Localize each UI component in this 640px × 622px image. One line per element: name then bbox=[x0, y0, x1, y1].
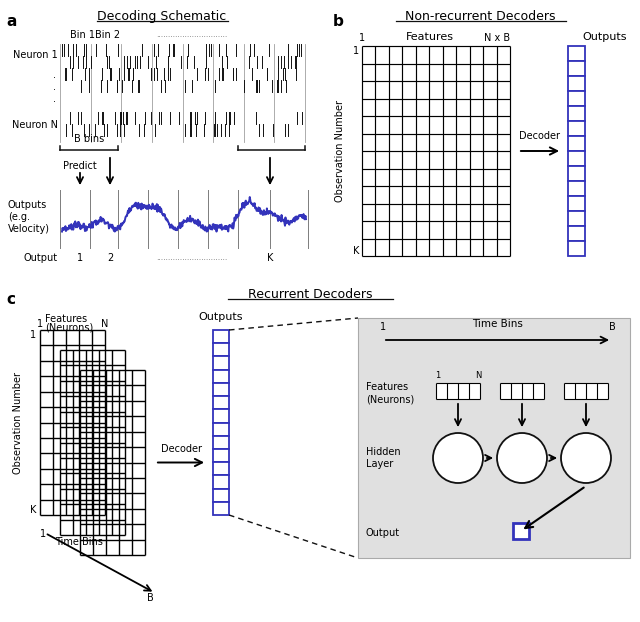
Text: Decoder: Decoder bbox=[520, 131, 561, 141]
Bar bbox=[80, 370, 145, 555]
Bar bbox=[568, 196, 585, 211]
Text: K: K bbox=[267, 253, 273, 263]
Text: 1: 1 bbox=[37, 319, 43, 329]
Bar bbox=[213, 383, 229, 396]
Circle shape bbox=[561, 433, 611, 483]
Text: (Neurons): (Neurons) bbox=[45, 323, 93, 333]
Text: 1: 1 bbox=[380, 322, 386, 332]
Text: Outputs
(e.g.
Velocity): Outputs (e.g. Velocity) bbox=[8, 200, 50, 234]
Text: ······························: ······························ bbox=[156, 33, 228, 42]
Bar bbox=[568, 136, 585, 151]
Text: Outputs: Outputs bbox=[199, 312, 243, 322]
Text: 1: 1 bbox=[353, 46, 359, 56]
Bar bbox=[564, 383, 608, 399]
Bar bbox=[568, 106, 585, 121]
Bar bbox=[568, 211, 585, 226]
Bar bbox=[40, 330, 105, 515]
Bar bbox=[213, 356, 229, 369]
Text: Features: Features bbox=[45, 314, 87, 324]
Bar bbox=[213, 330, 229, 343]
Text: Output: Output bbox=[24, 253, 58, 263]
Bar bbox=[213, 422, 229, 436]
Text: 2: 2 bbox=[107, 253, 113, 263]
Bar bbox=[568, 181, 585, 196]
Bar bbox=[213, 409, 229, 422]
Bar bbox=[513, 523, 529, 539]
Bar bbox=[213, 396, 229, 409]
Text: 1: 1 bbox=[30, 330, 36, 340]
Text: b: b bbox=[333, 14, 344, 29]
Bar bbox=[362, 46, 510, 256]
Bar bbox=[568, 121, 585, 136]
Text: B bins: B bins bbox=[74, 134, 104, 144]
Bar bbox=[568, 91, 585, 106]
Text: Bin 2: Bin 2 bbox=[95, 30, 120, 40]
Text: 1: 1 bbox=[40, 529, 46, 539]
Circle shape bbox=[497, 433, 547, 483]
Bar bbox=[213, 502, 229, 515]
Bar bbox=[213, 343, 229, 356]
Text: Features: Features bbox=[406, 32, 454, 42]
Text: Observation Number: Observation Number bbox=[13, 371, 23, 473]
Bar bbox=[568, 226, 585, 241]
Text: Observation Number: Observation Number bbox=[335, 100, 345, 202]
Bar bbox=[213, 462, 229, 475]
Text: 1: 1 bbox=[77, 253, 83, 263]
Text: Time Bins: Time Bins bbox=[472, 319, 523, 329]
Text: B: B bbox=[147, 593, 154, 603]
Text: Decoder: Decoder bbox=[161, 443, 202, 453]
Text: Decoding Schematic: Decoding Schematic bbox=[97, 10, 227, 23]
Text: N x B: N x B bbox=[484, 33, 510, 43]
Text: Features
(Neurons): Features (Neurons) bbox=[366, 382, 414, 404]
Text: K: K bbox=[29, 505, 36, 515]
Text: Neuron 1: Neuron 1 bbox=[13, 50, 58, 60]
Bar bbox=[568, 151, 585, 166]
Text: 1: 1 bbox=[359, 33, 365, 43]
Bar bbox=[568, 241, 585, 256]
Text: Hidden
Layer: Hidden Layer bbox=[366, 447, 401, 469]
Text: Recurrent Decoders: Recurrent Decoders bbox=[248, 288, 372, 301]
Text: 1: 1 bbox=[435, 371, 440, 380]
Text: ······························: ······························ bbox=[156, 256, 228, 265]
Text: N: N bbox=[475, 371, 481, 380]
Text: Output: Output bbox=[366, 528, 400, 538]
Circle shape bbox=[433, 433, 483, 483]
Bar bbox=[568, 61, 585, 76]
Bar bbox=[60, 350, 125, 535]
Text: N: N bbox=[101, 319, 109, 329]
Text: a: a bbox=[6, 14, 17, 29]
Text: Predict: Predict bbox=[63, 161, 97, 171]
Text: Time Bins: Time Bins bbox=[55, 537, 103, 547]
Bar bbox=[213, 488, 229, 502]
Text: Bin 1: Bin 1 bbox=[70, 30, 95, 40]
Text: K: K bbox=[353, 246, 359, 256]
Bar bbox=[500, 383, 544, 399]
Bar bbox=[568, 46, 585, 61]
Text: Outputs: Outputs bbox=[583, 32, 627, 42]
Text: c: c bbox=[6, 292, 15, 307]
Bar bbox=[213, 449, 229, 462]
Bar bbox=[213, 369, 229, 383]
Bar bbox=[358, 318, 630, 558]
Text: Neuron N: Neuron N bbox=[12, 120, 58, 130]
Bar bbox=[213, 475, 229, 488]
Bar bbox=[436, 383, 480, 399]
Bar bbox=[213, 436, 229, 449]
Bar bbox=[568, 76, 585, 91]
Text: ·
·
·: · · · bbox=[53, 73, 56, 106]
Text: Non-recurrent Decoders: Non-recurrent Decoders bbox=[404, 10, 556, 23]
Text: B: B bbox=[609, 322, 616, 332]
Bar bbox=[568, 166, 585, 181]
